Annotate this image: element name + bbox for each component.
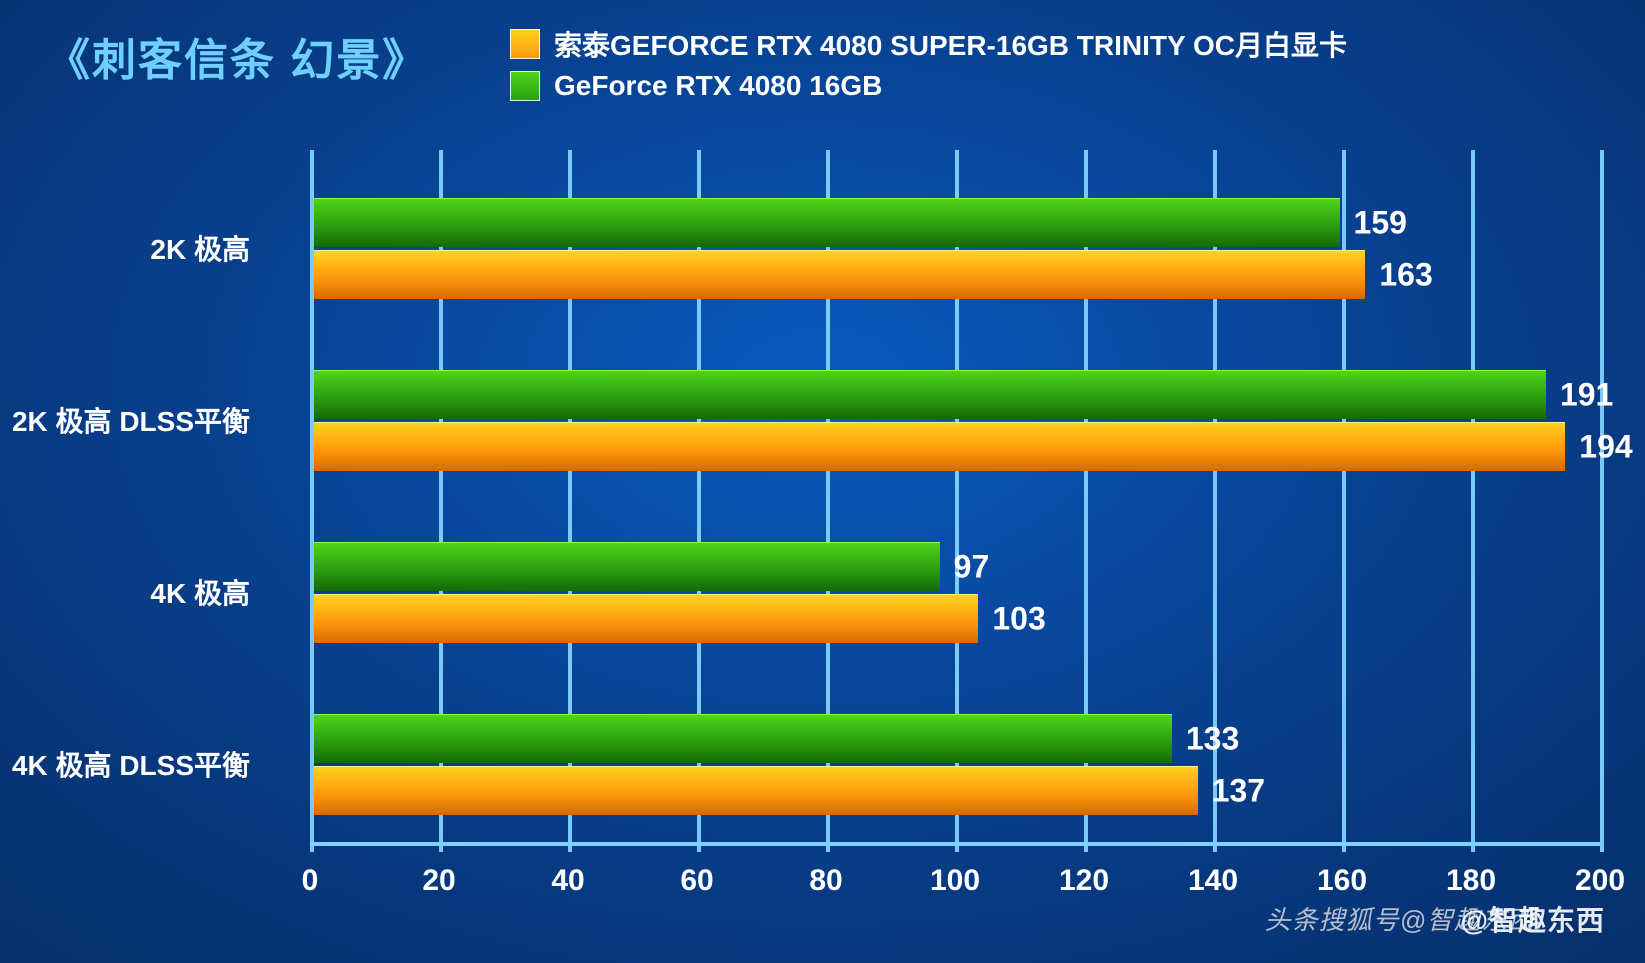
chart-area: 0204060801001201401601802001591632K 极高19…: [0, 128, 1645, 963]
bar-green: 97: [314, 542, 940, 591]
bar-orange: 137: [314, 766, 1198, 815]
bar-slot: 194: [314, 422, 1600, 470]
chart-group: 191194: [314, 370, 1600, 470]
chart-title: 《刺客信条 幻景》: [46, 24, 428, 88]
bar-green: 133: [314, 714, 1172, 763]
plot-area: 0204060801001201401601802001591632K 极高19…: [310, 158, 1600, 838]
bar-slot: 159: [314, 198, 1600, 246]
bar-slot: 97: [314, 542, 1600, 590]
x-tick-label: 20: [422, 864, 455, 898]
legend-swatch-green: [510, 71, 540, 101]
bar-slot: 191: [314, 370, 1600, 418]
x-tick-label: 120: [1059, 864, 1109, 898]
x-tick-label: 40: [551, 864, 584, 898]
bar-slot: 133: [314, 714, 1600, 762]
bar-value-label: 103: [992, 601, 1045, 638]
x-tick-label: 140: [1188, 864, 1238, 898]
chart-group: 159163: [314, 198, 1600, 298]
bar-green: 159: [314, 198, 1340, 247]
bar-orange: 103: [314, 594, 978, 643]
watermark-author: @智趣东西: [1461, 899, 1605, 939]
chart-group: 133137: [314, 714, 1600, 814]
bar-value-label: 97: [954, 549, 990, 586]
category-label: 4K 极高: [0, 572, 250, 612]
bar-orange: 194: [314, 422, 1565, 471]
x-tick-label: 80: [809, 864, 842, 898]
bar-slot: 103: [314, 594, 1600, 642]
bar-orange: 163: [314, 250, 1365, 299]
bar-green: 191: [314, 370, 1546, 419]
x-tick-label: 100: [930, 864, 980, 898]
bar-value-label: 159: [1354, 205, 1407, 242]
legend-item-orange: 索泰GEFORCE RTX 4080 SUPER-16GB TRINITY OC…: [510, 24, 1347, 64]
x-tick-label: 60: [680, 864, 713, 898]
bar-value-label: 137: [1212, 773, 1265, 810]
grid-line: [1600, 150, 1604, 852]
legend: 索泰GEFORCE RTX 4080 SUPER-16GB TRINITY OC…: [510, 24, 1347, 102]
legend-item-green: GeForce RTX 4080 16GB: [510, 70, 1347, 102]
bar-value-label: 194: [1579, 429, 1632, 466]
category-label: 2K 极高: [0, 228, 250, 268]
bar-slot: 137: [314, 766, 1600, 814]
x-tick-label: 0: [302, 864, 319, 898]
bar-value-label: 133: [1186, 721, 1239, 758]
legend-label-green: GeForce RTX 4080 16GB: [554, 70, 882, 102]
legend-label-orange: 索泰GEFORCE RTX 4080 SUPER-16GB TRINITY OC…: [554, 24, 1347, 64]
legend-swatch-orange: [510, 29, 540, 59]
category-label: 2K 极高 DLSS平衡: [0, 400, 250, 440]
x-tick-label: 180: [1446, 864, 1496, 898]
x-tick-label: 160: [1317, 864, 1367, 898]
chart-group: 97103: [314, 542, 1600, 642]
bar-value-label: 163: [1379, 257, 1432, 294]
bar-slot: 163: [314, 250, 1600, 298]
category-label: 4K 极高 DLSS平衡: [0, 744, 250, 784]
bar-value-label: 191: [1560, 377, 1613, 414]
x-tick-label: 200: [1575, 864, 1625, 898]
